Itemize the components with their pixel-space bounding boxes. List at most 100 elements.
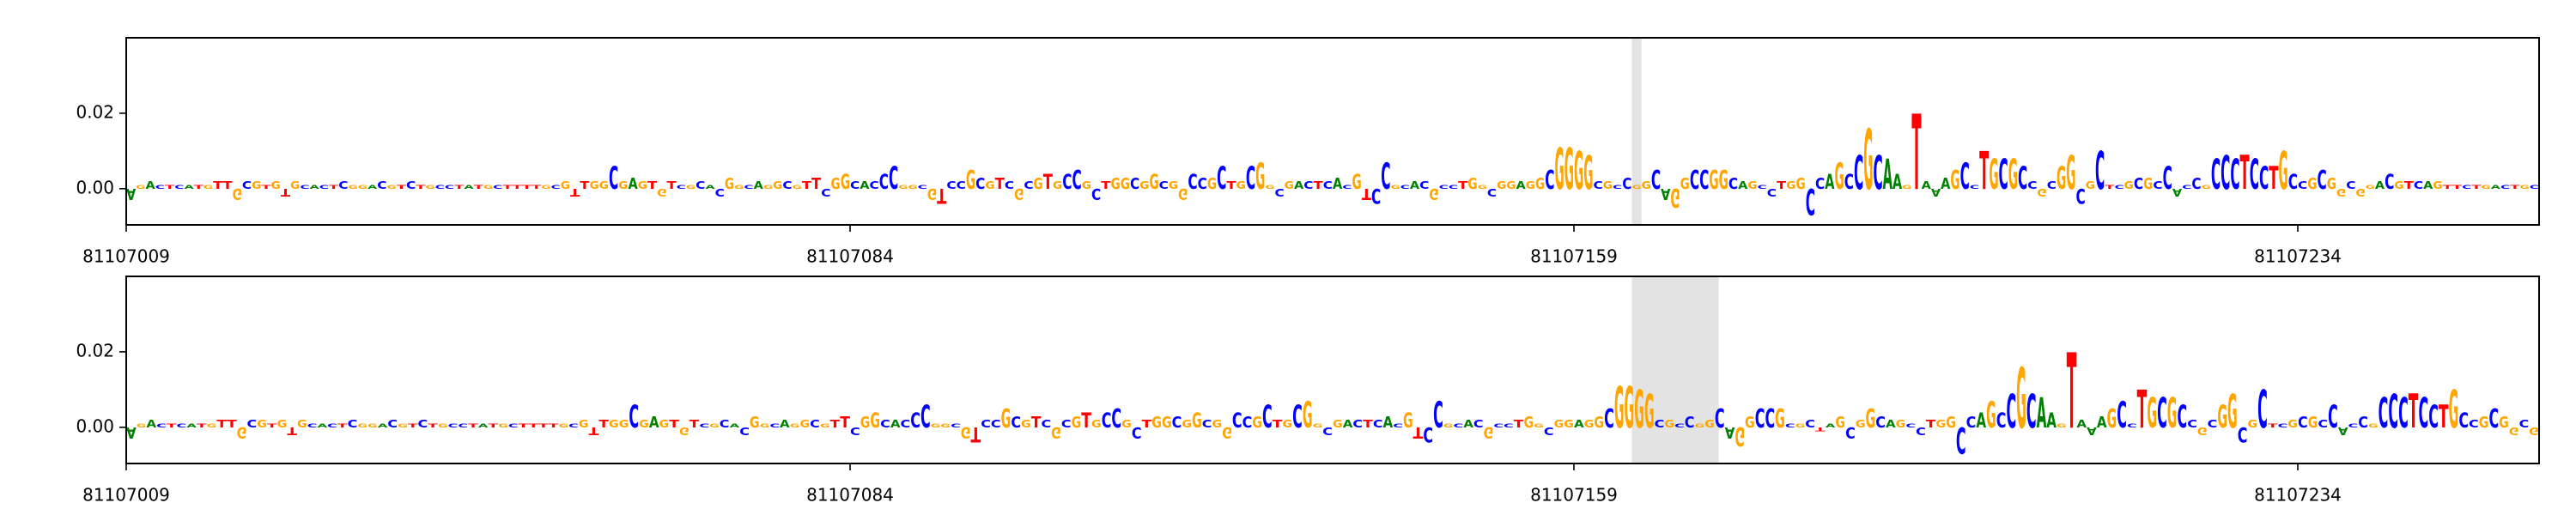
- logo-letter: T: [666, 179, 677, 191]
- logo-letter: C: [1419, 179, 1429, 191]
- logo-letter: G: [1863, 112, 1873, 209]
- logo-letter: G: [1866, 404, 1876, 434]
- y-tick-label: 0.02: [76, 101, 114, 122]
- logo-letter: C: [551, 185, 561, 191]
- logo-letter: A: [1294, 179, 1303, 191]
- logo-letter: C: [1806, 180, 1815, 223]
- logo-letter: C: [2259, 160, 2269, 196]
- logo-letter: G: [1121, 175, 1130, 193]
- logo-letter: C: [2388, 384, 2398, 439]
- logo-letter: C: [696, 179, 705, 191]
- logo-letter: C: [1493, 423, 1504, 429]
- logo-letter: T: [468, 423, 478, 429]
- logo-letter: C: [2257, 379, 2268, 439]
- logo-letter: C: [1545, 166, 1554, 196]
- logo-letter: G: [1497, 179, 1506, 191]
- logo-letter: G: [252, 179, 261, 191]
- logo-letter: C: [810, 418, 820, 430]
- logo-letter: T: [2269, 160, 2278, 196]
- logo-letter: C: [920, 398, 931, 434]
- logo-letter: C: [2488, 404, 2499, 434]
- logo-letter: C: [1873, 145, 1882, 200]
- logo-letter: C: [1132, 423, 1142, 441]
- logo-letter: T: [281, 186, 291, 198]
- logo-letter: A: [1931, 186, 1941, 198]
- logo-letter: A: [1922, 179, 1931, 191]
- logo-letter: T: [513, 185, 522, 191]
- logo-letter: G: [1719, 166, 1728, 196]
- logo-letter: T: [2443, 185, 2452, 191]
- logo-letter: C: [677, 185, 686, 191]
- logo-letter: G: [659, 418, 670, 430]
- logo-panel: A G A C T C A T G T T G C G T GTG C A C T C G G A C G T C T G C C T A T G C T…: [76, 276, 2540, 506]
- logo-letter: G: [2509, 425, 2519, 437]
- logo-letter: C: [2018, 160, 2027, 196]
- logo-letter: G: [1021, 418, 1031, 430]
- logo-letter: C: [2134, 175, 2143, 193]
- x-tick-label: 81107084: [806, 246, 894, 267]
- logo-letter: C: [2462, 185, 2471, 191]
- logo-letter: C: [1767, 186, 1777, 198]
- logo-letter: T: [397, 185, 406, 191]
- logo-letter: G: [638, 179, 647, 191]
- logo-letter: C: [2298, 414, 2308, 432]
- logo-letter: G: [483, 185, 493, 191]
- logo-letter: G: [1614, 375, 1625, 441]
- logo-letter: A: [2046, 409, 2057, 433]
- logo-letter: G: [2147, 389, 2157, 437]
- logo-letter: C: [1371, 183, 1381, 207]
- logo-letter: T: [428, 423, 438, 429]
- logo-letter: C: [951, 423, 961, 429]
- logo-letter: G: [734, 185, 744, 191]
- logo-letter: G: [2336, 186, 2346, 198]
- logo-letter: G: [1523, 414, 1534, 432]
- logo-letter: C: [1758, 185, 1767, 191]
- logo-letter: T: [213, 179, 223, 191]
- logo-letter: G: [790, 423, 800, 429]
- logo-letter: G: [1795, 423, 1806, 429]
- logo-letter: T: [971, 421, 981, 445]
- logo-letter: T: [2409, 384, 2419, 439]
- logo-letter: A: [1661, 185, 1670, 203]
- logo-letter: G: [2038, 186, 2047, 198]
- logo-letter: G: [1670, 182, 1680, 212]
- logo-letter: G: [1478, 185, 1487, 191]
- x-tick-label: 81107009: [82, 485, 170, 506]
- logo-letter: G: [1535, 175, 1545, 193]
- logo-letter: C: [568, 423, 579, 429]
- logo-letter: C: [1393, 423, 1403, 429]
- logo-letter: A: [1976, 409, 1986, 433]
- logo-letter: G: [2197, 425, 2208, 437]
- logo-letter: C: [1999, 150, 2008, 198]
- logo-letter: C: [1604, 404, 1614, 434]
- logo-letter: A: [478, 423, 489, 429]
- logo-letter: A: [186, 423, 197, 429]
- logo-letter: G: [2124, 179, 2134, 191]
- logo-letter: T: [2404, 179, 2415, 191]
- logo-letter: G: [2107, 404, 2117, 434]
- logo-letter: G: [290, 179, 300, 191]
- logo-letter: T: [2471, 185, 2481, 191]
- logo-letter: A: [146, 418, 156, 430]
- logo-letter: A: [754, 179, 763, 191]
- logo-letter: G: [561, 179, 570, 191]
- logo-letter: G: [1484, 423, 1494, 441]
- logo-letter: G: [898, 185, 908, 191]
- logo-letter: G: [1936, 418, 1947, 430]
- logo-letter: A: [1343, 418, 1353, 430]
- logo-letter: C: [2379, 389, 2389, 437]
- logo-letter: G: [207, 423, 217, 429]
- logo-letter: C: [2519, 418, 2530, 430]
- logo-letter: C: [1242, 414, 1253, 432]
- logo-letter: G: [1989, 150, 1998, 198]
- logo-letter: C: [2208, 418, 2218, 430]
- logo-letter: G: [1222, 423, 1232, 441]
- logo-letter: C: [1651, 166, 1661, 196]
- logo-letter: T: [532, 185, 541, 191]
- logo-letter: G: [277, 418, 288, 430]
- logo-letter: G: [541, 185, 550, 191]
- logo-letter: C: [2211, 150, 2221, 198]
- logo-letter: C: [1593, 179, 1602, 191]
- logo-letter: C: [247, 418, 258, 430]
